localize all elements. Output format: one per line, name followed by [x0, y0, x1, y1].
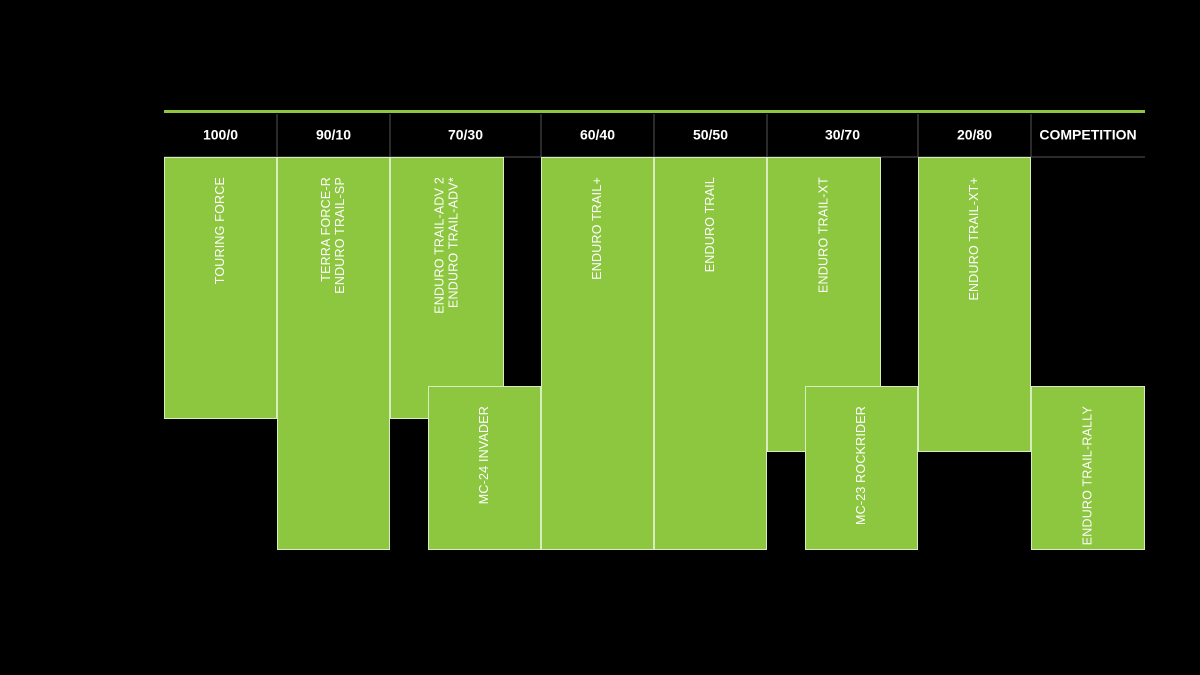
column-header: COMPETITION [1039, 127, 1136, 143]
column-header: 70/30 [448, 127, 483, 143]
column-header: 60/40 [580, 127, 615, 143]
product-box [428, 386, 541, 550]
product-label: ENDURO TRAIL-ADV* [446, 177, 460, 308]
product-label: ENDURO TRAIL [703, 177, 717, 272]
product-label: ENDURO TRAIL+ [590, 177, 604, 280]
column-header: 20/80 [957, 127, 992, 143]
header-rule [164, 110, 1145, 113]
product-label: TERRA FORCE-R [319, 177, 333, 282]
product-label: ENDURO TRAIL-SP [333, 177, 347, 294]
product-label: TOURING FORCE [213, 177, 227, 284]
product-box [390, 157, 504, 419]
column-header: 50/50 [693, 127, 728, 143]
product-label: ENDURO TRAIL-RALLY [1080, 406, 1094, 546]
product-label: ENDURO TRAIL-XT [816, 177, 830, 293]
product-box [654, 157, 767, 550]
product-label: ENDURO TRAIL-XT+ [967, 177, 981, 300]
product-label: MC-24 INVADER [477, 406, 491, 504]
product-box [918, 157, 1031, 452]
column-header: 30/70 [825, 127, 860, 143]
product-label: ENDURO TRAIL-ADV 2 [432, 177, 446, 314]
product-box [805, 386, 918, 550]
column-header: 90/10 [316, 127, 351, 143]
column-header: 100/0 [203, 127, 238, 143]
product-box [541, 157, 654, 550]
product-box [277, 157, 390, 550]
product-box [164, 157, 277, 419]
product-box [1031, 386, 1145, 550]
product-label: MC-23 ROCKRIDER [854, 406, 868, 525]
